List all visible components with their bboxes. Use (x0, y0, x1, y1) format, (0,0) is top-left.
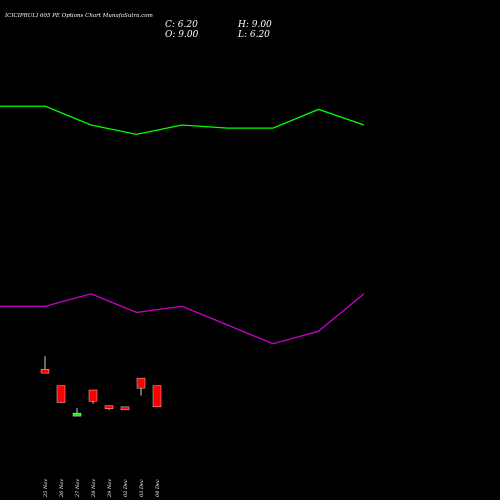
candle (72, 408, 82, 417)
low-value: L: 6.20 (237, 30, 270, 40)
candle-body (152, 385, 162, 408)
x-axis-ticks: 25 Nov 26 Nov 27 Nov 28 Nov 29 Nov 02 Dec 03 D… (43, 479, 161, 498)
candle-body (120, 406, 130, 411)
candle (120, 406, 130, 411)
candle (136, 377, 146, 396)
candle (40, 356, 50, 374)
x-tick-label: 27 Nov (75, 479, 81, 498)
x-tick-label: 02 Dec (123, 479, 129, 497)
x-tick-label: 26 Nov (59, 479, 65, 498)
candle-body (72, 412, 82, 417)
candle-body (40, 369, 50, 374)
x-tick-label: 03 Dec (139, 479, 145, 497)
candle-body (88, 389, 98, 402)
candle (152, 385, 162, 408)
candle (88, 389, 98, 404)
candle-body (56, 385, 66, 403)
indicator-lines (0, 105, 365, 345)
chart-title: ICICIPRULI 605 PE Options Chart MunafaSu… (4, 13, 153, 19)
candles (40, 356, 162, 417)
x-tick-label: 29 Nov (107, 479, 113, 498)
x-tick-label: 04 Dec (155, 479, 161, 497)
high-value: H: 9.00 (237, 20, 272, 30)
candle-body (104, 405, 114, 409)
candle-body (136, 377, 146, 389)
close-value: C: 6.20 (165, 20, 198, 30)
candle (104, 405, 114, 410)
x-tick-label: 28 Nov (91, 479, 97, 498)
open-value: O: 9.00 (165, 30, 199, 40)
candle (56, 385, 66, 403)
x-tick-label: 25 Nov (43, 479, 49, 498)
indicator-line-2 (0, 293, 365, 345)
indicator-line-1 (0, 105, 365, 136)
